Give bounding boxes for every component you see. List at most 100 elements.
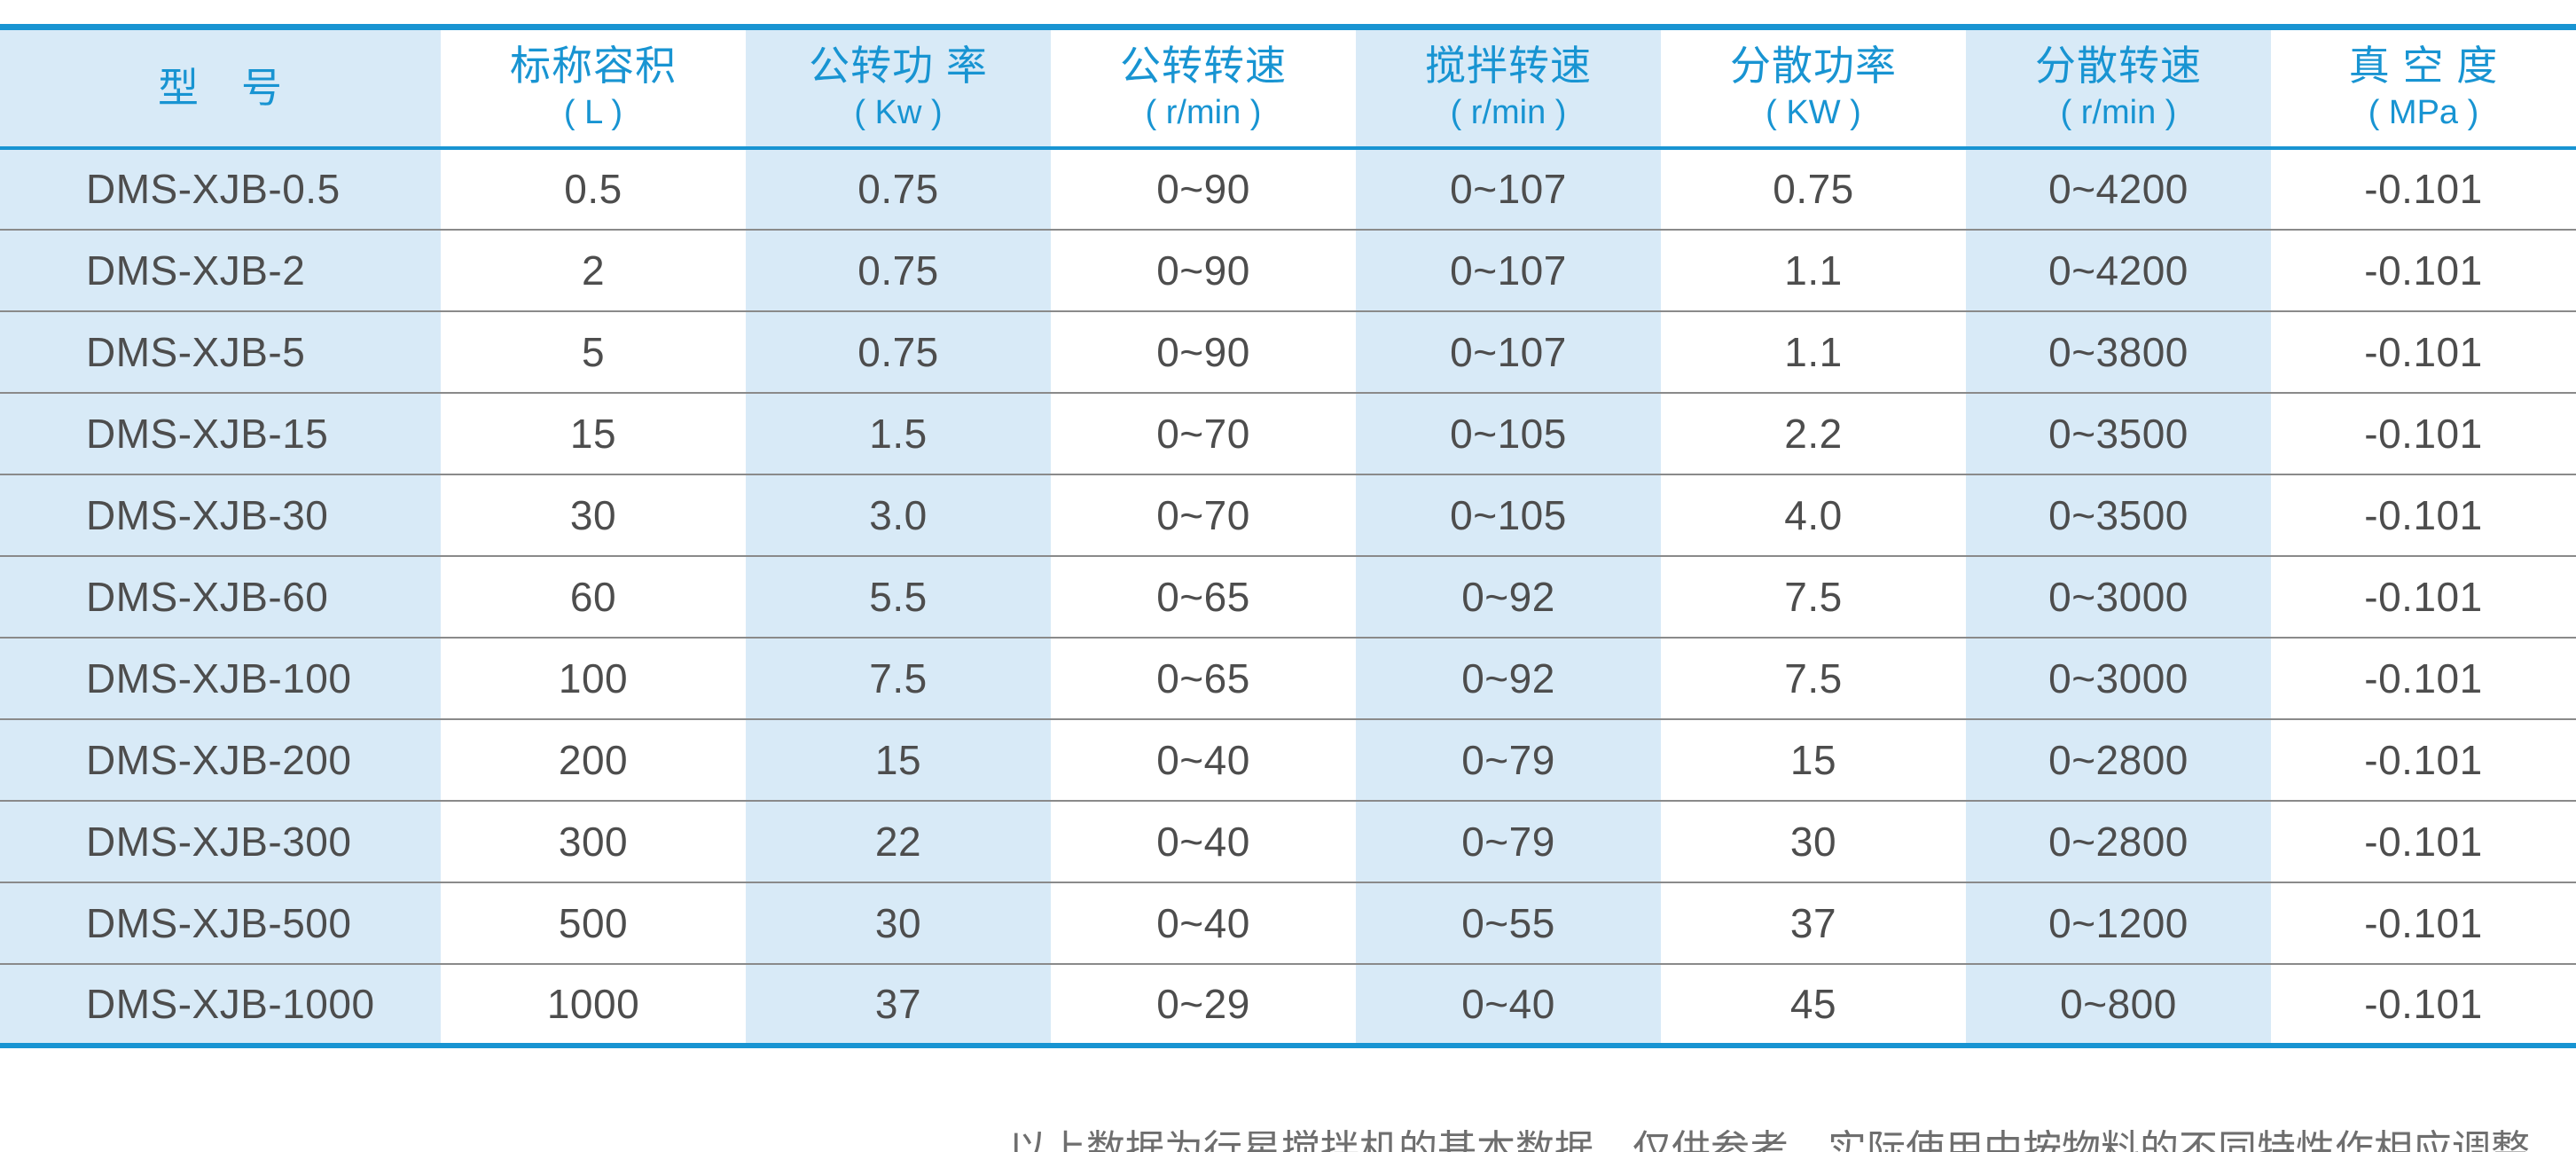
cell-value: 0~70 bbox=[1156, 491, 1250, 538]
cell-value: 1.1 bbox=[1784, 328, 1843, 375]
cell-value: 45 bbox=[1789, 980, 1837, 1027]
cell-value: 0~107 bbox=[1450, 247, 1567, 294]
col-unit: ( r/min ) bbox=[1450, 93, 1567, 131]
cell-value: 0~107 bbox=[1450, 328, 1567, 375]
cell-value: -0.101 bbox=[2364, 899, 2483, 946]
cell-value: 0.75 bbox=[1773, 166, 1854, 212]
col-title: 分散转速 bbox=[2035, 43, 2202, 89]
cell-value: 0~65 bbox=[1156, 573, 1250, 620]
cell-model: DMS-XJB-0.5 bbox=[86, 166, 341, 212]
table-row: DMS-XJB-200 200 15 0~40 0~79 15 0~2800 -0.101 bbox=[0, 718, 2576, 801]
col-header-stirring-speed: 搅拌转速 ( r/min ) bbox=[1356, 27, 1661, 148]
table-row: DMS-XJB-60 60 5.5 0~65 0~92 7.5 0~3000 -0.101 bbox=[0, 555, 2576, 638]
cell-value: 7.5 bbox=[1784, 654, 1843, 701]
cell-value: 0~105 bbox=[1450, 410, 1567, 457]
col-title: 型 号 bbox=[158, 64, 283, 111]
cell-value: 15 bbox=[1789, 736, 1837, 783]
cell-value: 2 bbox=[581, 247, 606, 294]
col-unit: ( MPa ) bbox=[2368, 93, 2479, 131]
col-unit: ( L ) bbox=[563, 93, 623, 131]
table-row: DMS-XJB-0.5 0.5 0.75 0~90 0~107 0.75 0~4200 -0.… bbox=[0, 148, 2576, 230]
cell-model: DMS-XJB-300 bbox=[86, 818, 352, 865]
col-unit: ( r/min ) bbox=[2060, 93, 2177, 131]
cell-value: -0.101 bbox=[2364, 818, 2483, 865]
cell-value: 0~40 bbox=[1156, 736, 1250, 783]
cell-value: -0.101 bbox=[2364, 166, 2483, 212]
cell-value: 0.75 bbox=[857, 166, 939, 212]
cell-value: 0~79 bbox=[1461, 736, 1555, 783]
cell-model: DMS-XJB-200 bbox=[86, 736, 352, 783]
cell-model: DMS-XJB-30 bbox=[86, 491, 329, 538]
table-row: DMS-XJB-15 15 1.5 0~70 0~105 2.2 0~3500 -0.101 bbox=[0, 392, 2576, 474]
col-title: 标称容积 bbox=[510, 43, 677, 89]
cell-value: 0~65 bbox=[1156, 654, 1250, 701]
spec-sheet-page: 型 号 标称容积 ( L ) 公转功 率 ( Kw ) 公转转速 ( r/min… bbox=[0, 24, 2576, 1152]
cell-value: 0~1200 bbox=[2048, 899, 2188, 946]
cell-value: -0.101 bbox=[2364, 573, 2483, 620]
cell-value: 1000 bbox=[546, 980, 640, 1027]
cell-value: 5.5 bbox=[869, 573, 928, 620]
table-row: DMS-XJB-2 2 0.75 0~90 0~107 1.1 0~4200 -0.101 bbox=[0, 229, 2576, 311]
col-title: 搅拌转速 bbox=[1425, 43, 1592, 89]
col-unit: ( r/min ) bbox=[1145, 93, 1262, 131]
cell-value: 300 bbox=[558, 818, 629, 865]
cell-value: 0~3800 bbox=[2048, 328, 2188, 375]
cell-value: 15 bbox=[874, 736, 922, 783]
cell-value: 0~105 bbox=[1450, 491, 1567, 538]
cell-value: 37 bbox=[1789, 899, 1837, 946]
table-row: DMS-XJB-5 5 0.75 0~90 0~107 1.1 0~3800 -0.101 bbox=[0, 310, 2576, 393]
col-title: 分散功率 bbox=[1730, 43, 1897, 89]
cell-value: 2.2 bbox=[1784, 410, 1843, 457]
cell-model: DMS-XJB-5 bbox=[86, 328, 306, 375]
cell-value: 0~90 bbox=[1156, 247, 1250, 294]
cell-value: 0~2800 bbox=[2048, 736, 2188, 783]
cell-value: 200 bbox=[558, 736, 629, 783]
col-unit: ( KW ) bbox=[1766, 93, 1861, 131]
col-header-nominal-capacity: 标称容积 ( L ) bbox=[441, 27, 746, 148]
col-header-revolution-power: 公转功 率 ( Kw ) bbox=[746, 27, 1051, 148]
cell-value: 30 bbox=[569, 491, 617, 538]
cell-value: 0~79 bbox=[1461, 818, 1555, 865]
table-row: DMS-XJB-30 30 3.0 0~70 0~105 4.0 0~3500 -0.101 bbox=[0, 474, 2576, 556]
cell-value: 0~3500 bbox=[2048, 410, 2188, 457]
table-body: DMS-XJB-0.5 0.5 0.75 0~90 0~107 0.75 0~4200 -0.… bbox=[0, 148, 2576, 1046]
table-row: DMS-XJB-300 300 22 0~40 0~79 30 0~2800 -0.101 bbox=[0, 800, 2576, 882]
cell-value: 500 bbox=[558, 899, 629, 946]
cell-value: 0~55 bbox=[1461, 899, 1555, 946]
footer-note: 以上数据为行星搅拌机的基本数据，仅供参考，实际使用中按物料的不同特性作相应调整。 bbox=[1008, 1127, 2569, 1152]
cell-value: 0~2800 bbox=[2048, 818, 2188, 865]
cell-value: 1.5 bbox=[869, 410, 928, 457]
table-row: DMS-XJB-100 100 7.5 0~65 0~92 7.5 0~3000 -0.101 bbox=[0, 637, 2576, 719]
cell-value: 0~3500 bbox=[2048, 491, 2188, 538]
table-row: DMS-XJB-1000 1000 37 0~29 0~40 45 0~800 -0.101 bbox=[0, 963, 2576, 1046]
cell-value: -0.101 bbox=[2364, 328, 2483, 375]
table-row: DMS-XJB-500 500 30 0~40 0~55 37 0~1200 -0.101 bbox=[0, 882, 2576, 964]
cell-value: -0.101 bbox=[2364, 410, 2483, 457]
cell-value: 0~3000 bbox=[2048, 654, 2188, 701]
header-row: 型 号 标称容积 ( L ) 公转功 率 ( Kw ) 公转转速 ( r/min… bbox=[0, 27, 2576, 148]
col-header-vacuum-degree: 真 空 度 ( MPa ) bbox=[2271, 27, 2576, 148]
cell-value: 0~4200 bbox=[2048, 247, 2188, 294]
cell-value: 1.1 bbox=[1784, 247, 1843, 294]
cell-value: 7.5 bbox=[1784, 573, 1843, 620]
spec-table: 型 号 标称容积 ( L ) 公转功 率 ( Kw ) 公转转速 ( r/min… bbox=[0, 24, 2576, 1048]
cell-value: 15 bbox=[569, 410, 617, 457]
cell-value: -0.101 bbox=[2364, 247, 2483, 294]
col-title: 真 空 度 bbox=[2348, 43, 2499, 89]
cell-value: 7.5 bbox=[869, 654, 928, 701]
col-header-model: 型 号 bbox=[0, 27, 441, 148]
cell-value: -0.101 bbox=[2364, 736, 2483, 783]
cell-model: DMS-XJB-1000 bbox=[86, 980, 375, 1027]
cell-value: 100 bbox=[558, 654, 629, 701]
cell-value: 0~800 bbox=[2060, 980, 2177, 1027]
cell-value: 0~90 bbox=[1156, 166, 1250, 212]
cell-value: 22 bbox=[874, 818, 922, 865]
cell-value: 37 bbox=[874, 980, 922, 1027]
cell-value: 0.75 bbox=[857, 247, 939, 294]
cell-value: 5 bbox=[581, 328, 606, 375]
cell-value: 0~90 bbox=[1156, 328, 1250, 375]
cell-value: 0~40 bbox=[1461, 980, 1555, 1027]
cell-model: DMS-XJB-60 bbox=[86, 573, 329, 620]
cell-value: 0~29 bbox=[1156, 980, 1250, 1027]
cell-value: 60 bbox=[569, 573, 617, 620]
